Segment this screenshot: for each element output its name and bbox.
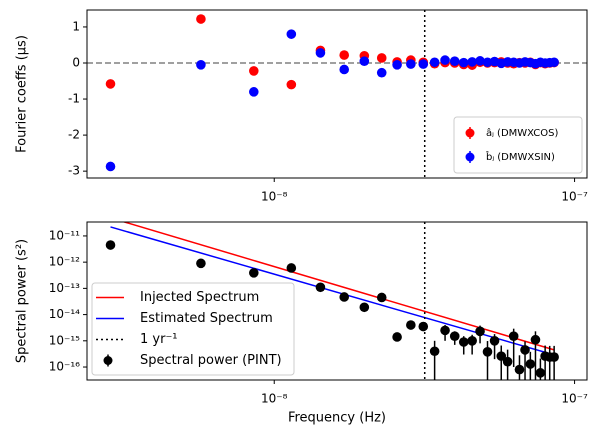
point (339, 50, 350, 60)
point (525, 359, 536, 369)
point (508, 331, 519, 341)
point (458, 337, 469, 347)
point (196, 14, 206, 24)
point (475, 326, 485, 337)
point (530, 334, 541, 345)
point (315, 282, 326, 293)
plot-area (105, 222, 559, 380)
x-tick-label: 10⁻⁸ (261, 190, 288, 204)
x-axis-label: Frequency (Hz) (288, 411, 386, 426)
point (286, 29, 297, 39)
legend-key (465, 128, 475, 138)
point (376, 67, 387, 78)
point (475, 56, 485, 66)
point (440, 325, 450, 336)
legend-label: b̂ⱼ (DMWXSIN) (486, 150, 555, 163)
point (376, 53, 387, 63)
point (339, 64, 350, 75)
legend-label: 1 yr⁻¹ (140, 332, 178, 347)
legend-key (103, 356, 113, 365)
point (286, 263, 297, 273)
point (458, 57, 469, 68)
axes-frame (86, 9, 588, 179)
point (514, 364, 525, 375)
point (467, 336, 477, 346)
legend-label: Estimated Spectrum (140, 311, 273, 326)
legend-label: Spectral power (PINT) (140, 353, 282, 368)
point (482, 347, 493, 357)
plot-area (87, 10, 587, 178)
point (496, 351, 507, 361)
point (286, 79, 297, 90)
point (359, 56, 370, 66)
legend-key (465, 152, 475, 162)
point (376, 292, 387, 303)
point (406, 59, 416, 69)
point (105, 161, 116, 172)
point (549, 352, 559, 362)
panel: 10⁻⁸ 10⁻⁷ -3 -2 -1 0 1 Fourier coeffs (μs) âⱼ (D… (15, 9, 588, 204)
point (339, 292, 350, 302)
y-tick-label: 10⁻¹³ (49, 281, 80, 295)
y-tick-label: -2 (68, 128, 80, 142)
point (489, 336, 500, 346)
point (467, 57, 477, 67)
y-tick-label: 10⁻¹⁶ (49, 360, 80, 374)
y-tick-label: 0 (72, 55, 80, 69)
x-tick-label: 10⁻⁷ (561, 190, 588, 204)
point (392, 59, 402, 70)
point (429, 346, 440, 357)
point (549, 57, 559, 68)
y-axis-label: Fourier coeffs (μs) (15, 35, 30, 153)
point (196, 59, 206, 70)
point (502, 356, 513, 367)
point (315, 48, 326, 58)
point (418, 59, 429, 69)
legend-label: âⱼ (DMWXCOS) (486, 127, 558, 139)
point (535, 368, 546, 378)
x-tick-label: 10⁻⁷ (561, 392, 588, 406)
y-tick-label: -1 (68, 92, 80, 106)
y-tick-label: 10⁻¹¹ (49, 228, 80, 242)
axes-frame (86, 221, 588, 381)
point (105, 79, 116, 89)
y-tick-label: 10⁻¹² (49, 255, 80, 269)
panel: 10⁻⁸ 10⁻⁷ 10⁻¹⁶ 10⁻¹⁵ 10⁻¹⁴ 10⁻¹³ 10⁻¹² 10⁻¹¹ Sp… (15, 221, 588, 426)
point (482, 57, 493, 68)
legend: Injected Spectrum Estimated Spectrum 1 yr⁻… (91, 282, 295, 376)
point (359, 302, 370, 313)
legend-box (453, 116, 583, 174)
point (406, 320, 416, 330)
point (196, 258, 206, 269)
point (418, 321, 429, 332)
point (429, 57, 440, 68)
y-tick-label: 10⁻¹⁵ (49, 333, 80, 347)
point (392, 332, 402, 342)
legend-box (91, 282, 295, 376)
legend: âⱼ (DMWXCOS) b̂ⱼ (DMWXSIN) (453, 116, 583, 174)
point (440, 55, 450, 65)
legend-label: Injected Spectrum (140, 290, 259, 305)
point (449, 56, 460, 66)
y-tick-label: 10⁻¹⁴ (49, 307, 80, 321)
y-tick-label: 1 (72, 19, 80, 33)
point (249, 66, 259, 76)
point (520, 345, 530, 355)
point (105, 240, 116, 250)
point (249, 268, 259, 278)
point (449, 331, 460, 341)
y-axis-label: Spectral power (s²) (15, 239, 30, 363)
point (249, 87, 259, 97)
y-tick-label: -3 (68, 164, 80, 178)
x-tick-label: 10⁻⁸ (261, 392, 288, 406)
